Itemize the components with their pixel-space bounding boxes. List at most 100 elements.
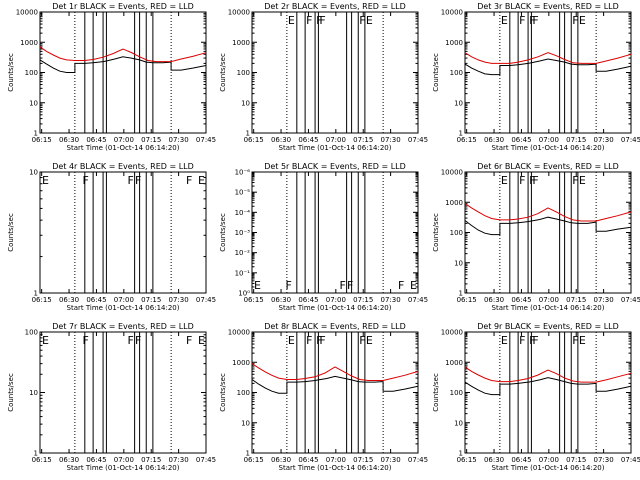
chart-6-xtick-label: 07:45 — [621, 296, 640, 304]
chart-6-xtick-label: 06:15 — [457, 296, 477, 304]
chart-5-xtick-label: 06:15 — [244, 296, 264, 304]
chart-4-ytick-label: 10 — [29, 169, 38, 177]
chart-9-axes-frame — [464, 331, 632, 454]
chart-2: Det 2r BLACK = Events, RED = LLD 1 10 100 10… — [219, 2, 428, 152]
chart-8-ytick-label: 10 — [241, 419, 250, 427]
chart-8-xtick-label: 06:30 — [271, 456, 291, 464]
chart-9-xtick-label: 07:15 — [566, 456, 586, 464]
chart-7-flag-label: E — [198, 334, 205, 347]
chart-4-xtick-label: 07:15 — [141, 296, 161, 304]
chart-1-xtick-label: 07:15 — [141, 136, 161, 144]
chart-3-ytick-label: 10000 — [441, 9, 463, 17]
chart-3-axes-frame — [464, 11, 632, 134]
chart-8-xlabel: Start Time (01-Oct-14 06:14:20) — [279, 464, 392, 472]
chart-9-xlabel: Start Time (01-Oct-14 06:14:20) — [492, 464, 605, 472]
chart-1-xtick-label: 06:15 — [32, 136, 52, 144]
chart-6-ylabel: Counts/sec — [432, 213, 440, 252]
chart-8: Det 8r BLACK = Events, RED = LLD 1 10 100 10… — [219, 322, 428, 472]
chart-5-flag-label: F — [286, 279, 292, 292]
chart-5-flag-label: F — [347, 279, 353, 292]
chart-8-title: Det 8r BLACK = Events, RED = LLD — [264, 322, 406, 331]
chart-4-flag-label: F — [128, 174, 134, 187]
chart-1: Det 1r BLACK = Events, RED = LLD 1 10 100 10… — [7, 2, 216, 152]
chart-3-xlabel: Start Time (01-Oct-14 06:14:20) — [492, 144, 605, 152]
chart-2-ytick-label: 10000 — [228, 9, 250, 17]
chart-1-series-2-line — [39, 46, 207, 63]
chart-5-ytick-label: 10⁻⁵ — [235, 189, 251, 197]
chart-8-xtick-label: 07:45 — [408, 456, 428, 464]
chart-2-title: Det 2r BLACK = Events, RED = LLD — [264, 2, 406, 11]
chart-7-flag-label: F — [83, 334, 89, 347]
chart-6-ytick-label: 10000 — [441, 169, 463, 177]
chart-6-ytick-label: 1 — [459, 290, 463, 298]
chart-8-ylabel: Counts/sec — [219, 373, 227, 412]
chart-5-ytick-label: 10⁻⁶ — [235, 169, 251, 177]
chart-5-xtick-label: 07:00 — [326, 296, 346, 304]
chart-4-axes-frame — [39, 171, 207, 294]
chart-4-ylabel: Counts/sec — [7, 213, 15, 252]
chart-9-ytick-label: 100 — [450, 389, 463, 397]
chart-2-ytick-label: 1 — [246, 130, 250, 138]
chart-7-xtick-label: 07:15 — [141, 456, 161, 464]
chart-6-flag-label: F — [519, 174, 525, 187]
chart-1-ytick-label: 1 — [34, 130, 38, 138]
chart-9-flag-label: E — [501, 334, 508, 347]
chart-5-xtick-label: 06:45 — [298, 296, 318, 304]
chart-8-ytick-label: 1 — [246, 450, 250, 458]
chart-8-xtick-label: 07:15 — [353, 456, 373, 464]
chart-2-flag-label: F — [319, 14, 325, 27]
chart-9-ytick-label: 10 — [454, 419, 463, 427]
chart-1-xtick-label: 06:45 — [86, 136, 106, 144]
chart-7-ytick-label: 10 — [29, 389, 38, 397]
chart-9-xtick-label: 07:30 — [594, 456, 614, 464]
chart-3: Det 3r BLACK = Events, RED = LLD 1 10 100 10… — [432, 2, 640, 152]
chart-3-flag-label: F — [572, 14, 578, 27]
chart-9-xtick-label: 06:45 — [511, 456, 531, 464]
chart-7-xtick-label: 07:45 — [196, 456, 216, 464]
chart-6-ytick-label: 10 — [454, 259, 463, 267]
chart-7-ytick-label: 1 — [34, 450, 38, 458]
chart-3-series-1-line — [464, 58, 632, 76]
chart-4-flag-label: F — [135, 174, 141, 187]
chart-5-ytick-label: 10⁻³ — [235, 229, 251, 237]
chart-6: Det 6r BLACK = Events, RED = LLD 1 10 100 10… — [432, 162, 640, 312]
chart-1-ytick-label: 10000 — [16, 9, 38, 17]
chart-3-xtick-label: 06:45 — [511, 136, 531, 144]
chart-8-flag-label: F — [316, 334, 322, 347]
chart-7-title: Det 7r BLACK = Events, RED = LLD — [52, 322, 194, 331]
chart-4-xtick-label: 06:15 — [32, 296, 52, 304]
chart-8-xtick-label: 06:45 — [298, 456, 318, 464]
chart-4-xlabel: Start Time (01-Oct-14 06:14:20) — [67, 304, 180, 312]
chart-5-ylabel: Counts/sec — [219, 213, 227, 252]
chart-2-ylabel: Counts/sec — [219, 53, 227, 92]
chart-5: Det 5r BLACK = Events, RED = LLD 10⁰ 10⁻¹ 1… — [219, 162, 428, 312]
chart-3-ytick-label: 100 — [450, 69, 463, 77]
chart-4-ytick-label: 1 — [34, 290, 38, 298]
chart-9-xtick-label: 07:45 — [621, 456, 640, 464]
chart-6-xtick-label: 07:00 — [539, 296, 559, 304]
chart-6-xlabel: Start Time (01-Oct-14 06:14:20) — [492, 304, 605, 312]
chart-9-series-2-line — [464, 366, 632, 383]
chart-8-ytick-label: 1000 — [232, 359, 250, 367]
chart-1-ytick-label: 100 — [25, 69, 38, 77]
chart-4-xtick-label: 07:30 — [169, 296, 189, 304]
chart-5-ytick-label: 10⁰ — [238, 290, 250, 298]
chart-6-xtick-label: 07:15 — [566, 296, 586, 304]
chart-2-xtick-label: 07:15 — [353, 136, 373, 144]
chart-3-ytick-label: 1 — [459, 130, 463, 138]
chart-3-flag-label: F — [529, 14, 535, 27]
chart-2-xlabel: Start Time (01-Oct-14 06:14:20) — [279, 144, 392, 152]
chart-8-series-1-line — [251, 375, 419, 394]
chart-3-title: Det 3r BLACK = Events, RED = LLD — [477, 2, 619, 11]
chart-9-flag-label: F — [529, 334, 535, 347]
chart-4-xtick-label: 06:30 — [59, 296, 79, 304]
chart-7-xtick-label: 06:45 — [86, 456, 106, 464]
chart-5-xtick-label: 07:30 — [381, 296, 401, 304]
chart-6-title: Det 6r BLACK = Events, RED = LLD — [477, 162, 619, 171]
chart-8-flag-label: F — [306, 334, 312, 347]
chart-1-xtick-label: 06:30 — [59, 136, 79, 144]
chart-9-ylabel: Counts/sec — [432, 373, 440, 412]
chart-8-flag-label: E — [366, 334, 373, 347]
chart-5-ytick-label: 10⁻² — [235, 249, 251, 257]
chart-7-xtick-label: 06:30 — [59, 456, 79, 464]
